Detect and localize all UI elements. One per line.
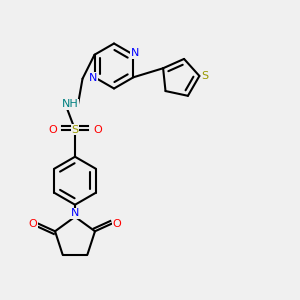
Text: N: N (131, 48, 139, 58)
Text: N: N (71, 208, 79, 218)
Text: O: O (29, 219, 38, 229)
Text: N: N (89, 73, 97, 83)
Text: NH: NH (62, 99, 79, 109)
Text: S: S (71, 125, 79, 135)
Text: O: O (112, 219, 121, 229)
Text: O: O (93, 125, 102, 135)
Text: S: S (201, 71, 208, 81)
Text: O: O (48, 125, 57, 135)
